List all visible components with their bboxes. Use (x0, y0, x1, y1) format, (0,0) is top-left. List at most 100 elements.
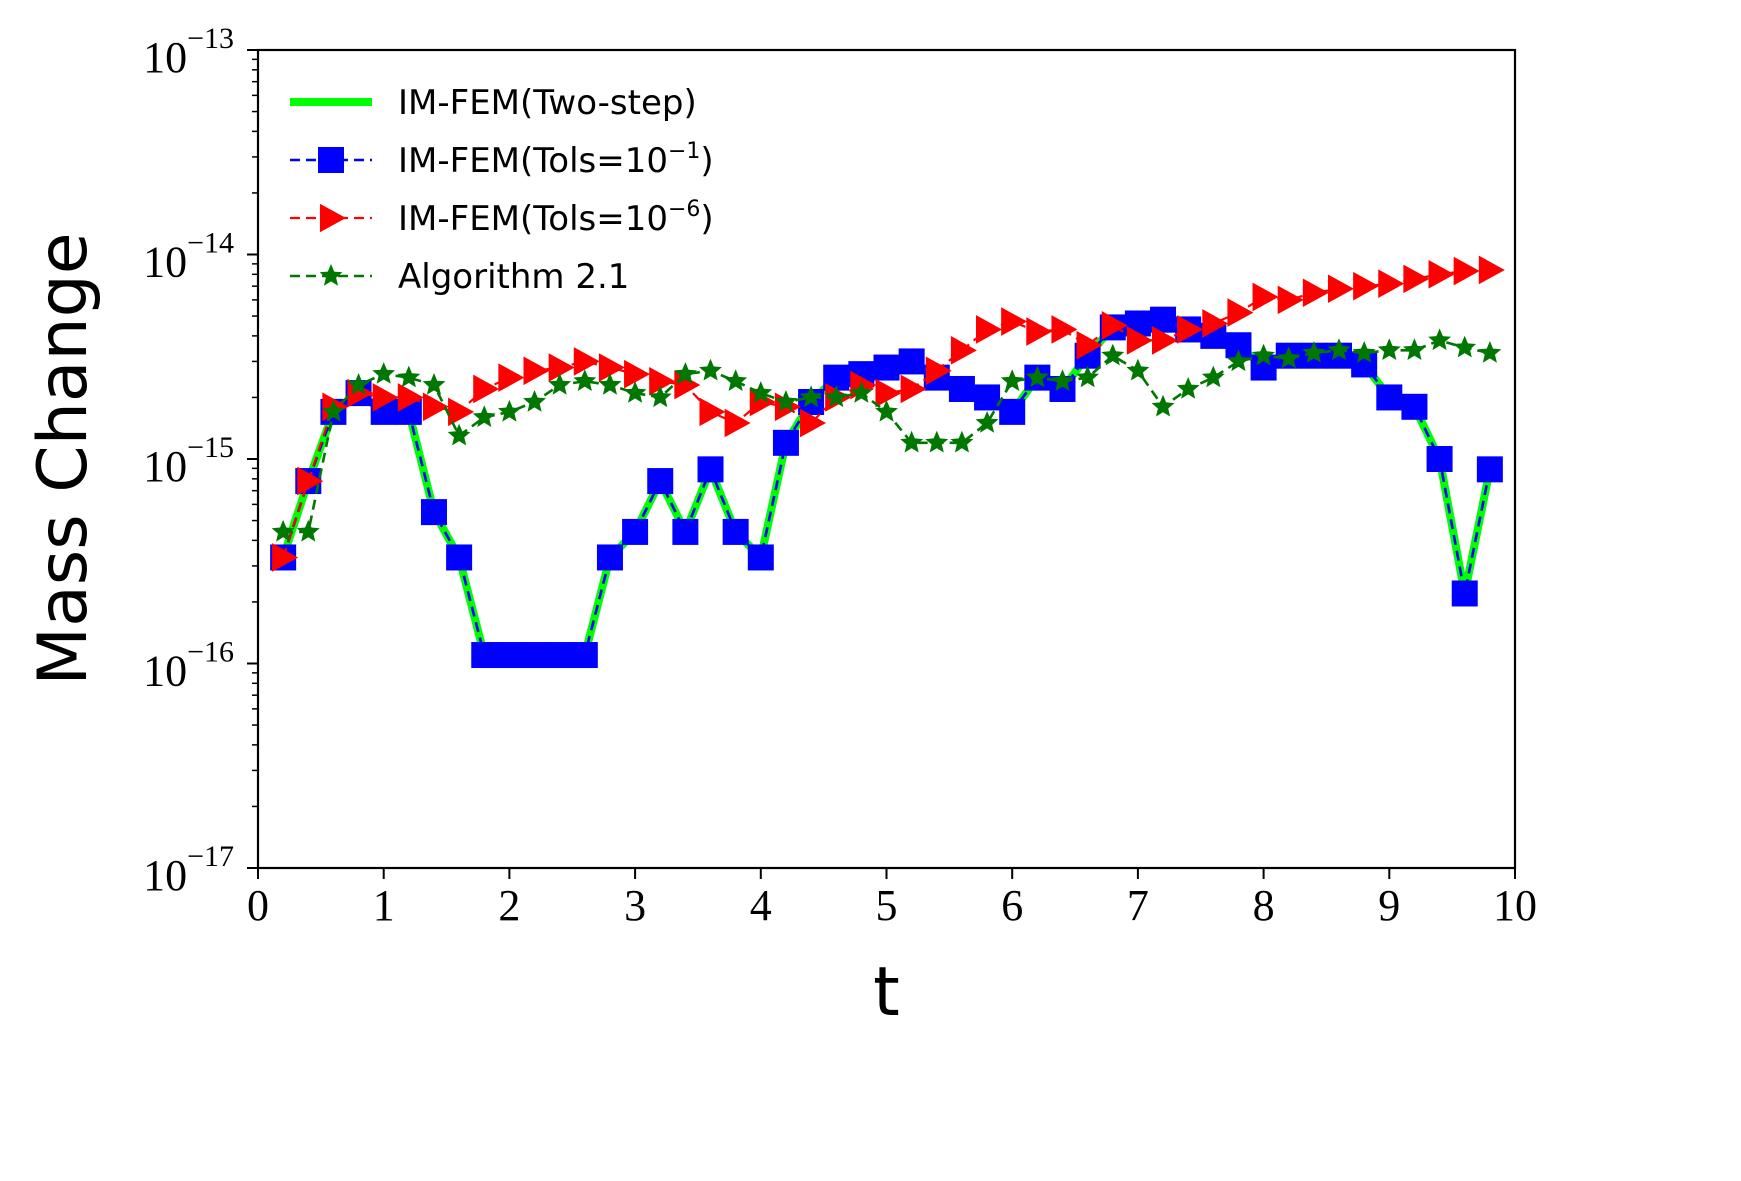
star-marker (699, 358, 722, 381)
star-marker (319, 264, 343, 286)
x-tick-label: 8 (1253, 881, 1275, 930)
y-tick-label: 10−13 (143, 22, 234, 82)
legend-label: IM-FEM(Two-step) (398, 83, 697, 123)
star-marker (875, 399, 898, 422)
square-marker (772, 429, 799, 456)
square-marker (722, 518, 749, 545)
triangle-marker (1101, 311, 1128, 340)
legend-label: Algorithm 2.1 (398, 257, 629, 297)
star-marker (598, 373, 622, 395)
star-marker (975, 411, 999, 433)
triangle-marker (1453, 256, 1480, 286)
star-marker (648, 385, 672, 408)
star-marker (1352, 341, 1376, 363)
triangle-marker (1026, 317, 1053, 346)
triangle-marker (1378, 269, 1405, 298)
star-marker (1377, 338, 1401, 360)
triangle-marker (1277, 285, 1304, 315)
triangle-marker (1076, 330, 1103, 360)
triangle-marker (498, 363, 525, 392)
star-marker (774, 390, 798, 412)
square-marker (471, 642, 498, 669)
triangle-marker (448, 397, 475, 427)
square-marker (697, 456, 724, 483)
triangle-marker (397, 383, 424, 412)
triangle-marker (548, 353, 575, 382)
square-marker (873, 354, 900, 381)
x-tick-label: 9 (1378, 881, 1400, 930)
star-marker (1201, 365, 1225, 388)
triangle-marker (1001, 307, 1028, 336)
triangle-marker (297, 466, 324, 496)
star-marker (925, 430, 949, 453)
square-marker (747, 544, 774, 571)
star-marker (824, 385, 848, 408)
y-axis-title: Mass Change (24, 232, 103, 685)
star-marker (1025, 365, 1049, 388)
star-marker (498, 399, 521, 422)
square-marker (948, 375, 975, 402)
star-marker (523, 390, 546, 412)
square-marker (898, 348, 925, 375)
legend: IM-FEM(Two-step) IM-FEM(Tols=10−1) IM-FEM(… (290, 83, 714, 297)
triangle-marker (1478, 255, 1505, 285)
star-marker (1428, 328, 1451, 351)
square-marker (647, 468, 674, 495)
legend-entry: Algorithm 2.1 (290, 257, 629, 297)
square-marker (596, 544, 623, 571)
y-tick-label: 10−17 (143, 840, 234, 900)
triangle-marker (1051, 315, 1078, 344)
star-marker (1478, 341, 1502, 363)
star-marker (799, 385, 823, 408)
triangle-marker (925, 356, 952, 386)
star-marker (1126, 358, 1150, 381)
legend-entry: IM-FEM(Tols=10−1) (290, 139, 714, 181)
square-marker (318, 147, 344, 173)
triangle-marker (699, 397, 726, 427)
triangle-marker (1327, 274, 1354, 304)
star-marker (1327, 338, 1351, 360)
y-tick-label: 10−16 (143, 636, 234, 696)
legend-label: IM-FEM(Tols=10−1) (398, 139, 714, 181)
plot-frame (256, 48, 1517, 870)
x-tick-label: 4 (750, 881, 772, 930)
triangle-marker (1151, 326, 1178, 355)
triangle-marker (523, 356, 550, 386)
star-marker (749, 381, 773, 403)
star-marker (623, 381, 647, 403)
triangle-marker (950, 336, 977, 365)
triangle-marker (1227, 298, 1254, 327)
x-tick-label: 6 (1001, 881, 1023, 930)
square-marker (546, 642, 573, 669)
square-marker (1451, 580, 1478, 607)
y-tick-labels: 10−17 10−16 10−15 10−14 10−13 (143, 22, 234, 900)
square-marker (1401, 393, 1428, 420)
triangle-marker (272, 543, 299, 572)
series-layer (270, 255, 1505, 669)
star-marker (447, 423, 471, 446)
square-marker (571, 642, 598, 669)
star-marker (271, 519, 295, 542)
square-marker (496, 642, 523, 669)
star-marker (472, 405, 496, 427)
star-marker (347, 373, 370, 395)
x-tick-label: 0 (247, 881, 269, 930)
x-tick-label: 2 (498, 881, 520, 930)
legend-label: IM-FEM(Tols=10−6) (398, 197, 714, 239)
square-marker (521, 642, 548, 669)
star-marker (397, 365, 421, 388)
star-marker (322, 399, 345, 422)
star-marker (1403, 338, 1426, 360)
triangle-marker (1428, 260, 1455, 289)
legend-entry: IM-FEM(Tols=10−6) (290, 197, 714, 239)
triangle-marker (724, 408, 751, 438)
star-marker (1076, 365, 1099, 388)
triangle-marker (1202, 309, 1229, 338)
star-marker (724, 369, 748, 391)
square-marker (1426, 446, 1453, 472)
triangle-marker (372, 383, 399, 412)
star-marker (849, 381, 873, 403)
star-marker (674, 362, 697, 384)
star-marker (296, 519, 320, 542)
